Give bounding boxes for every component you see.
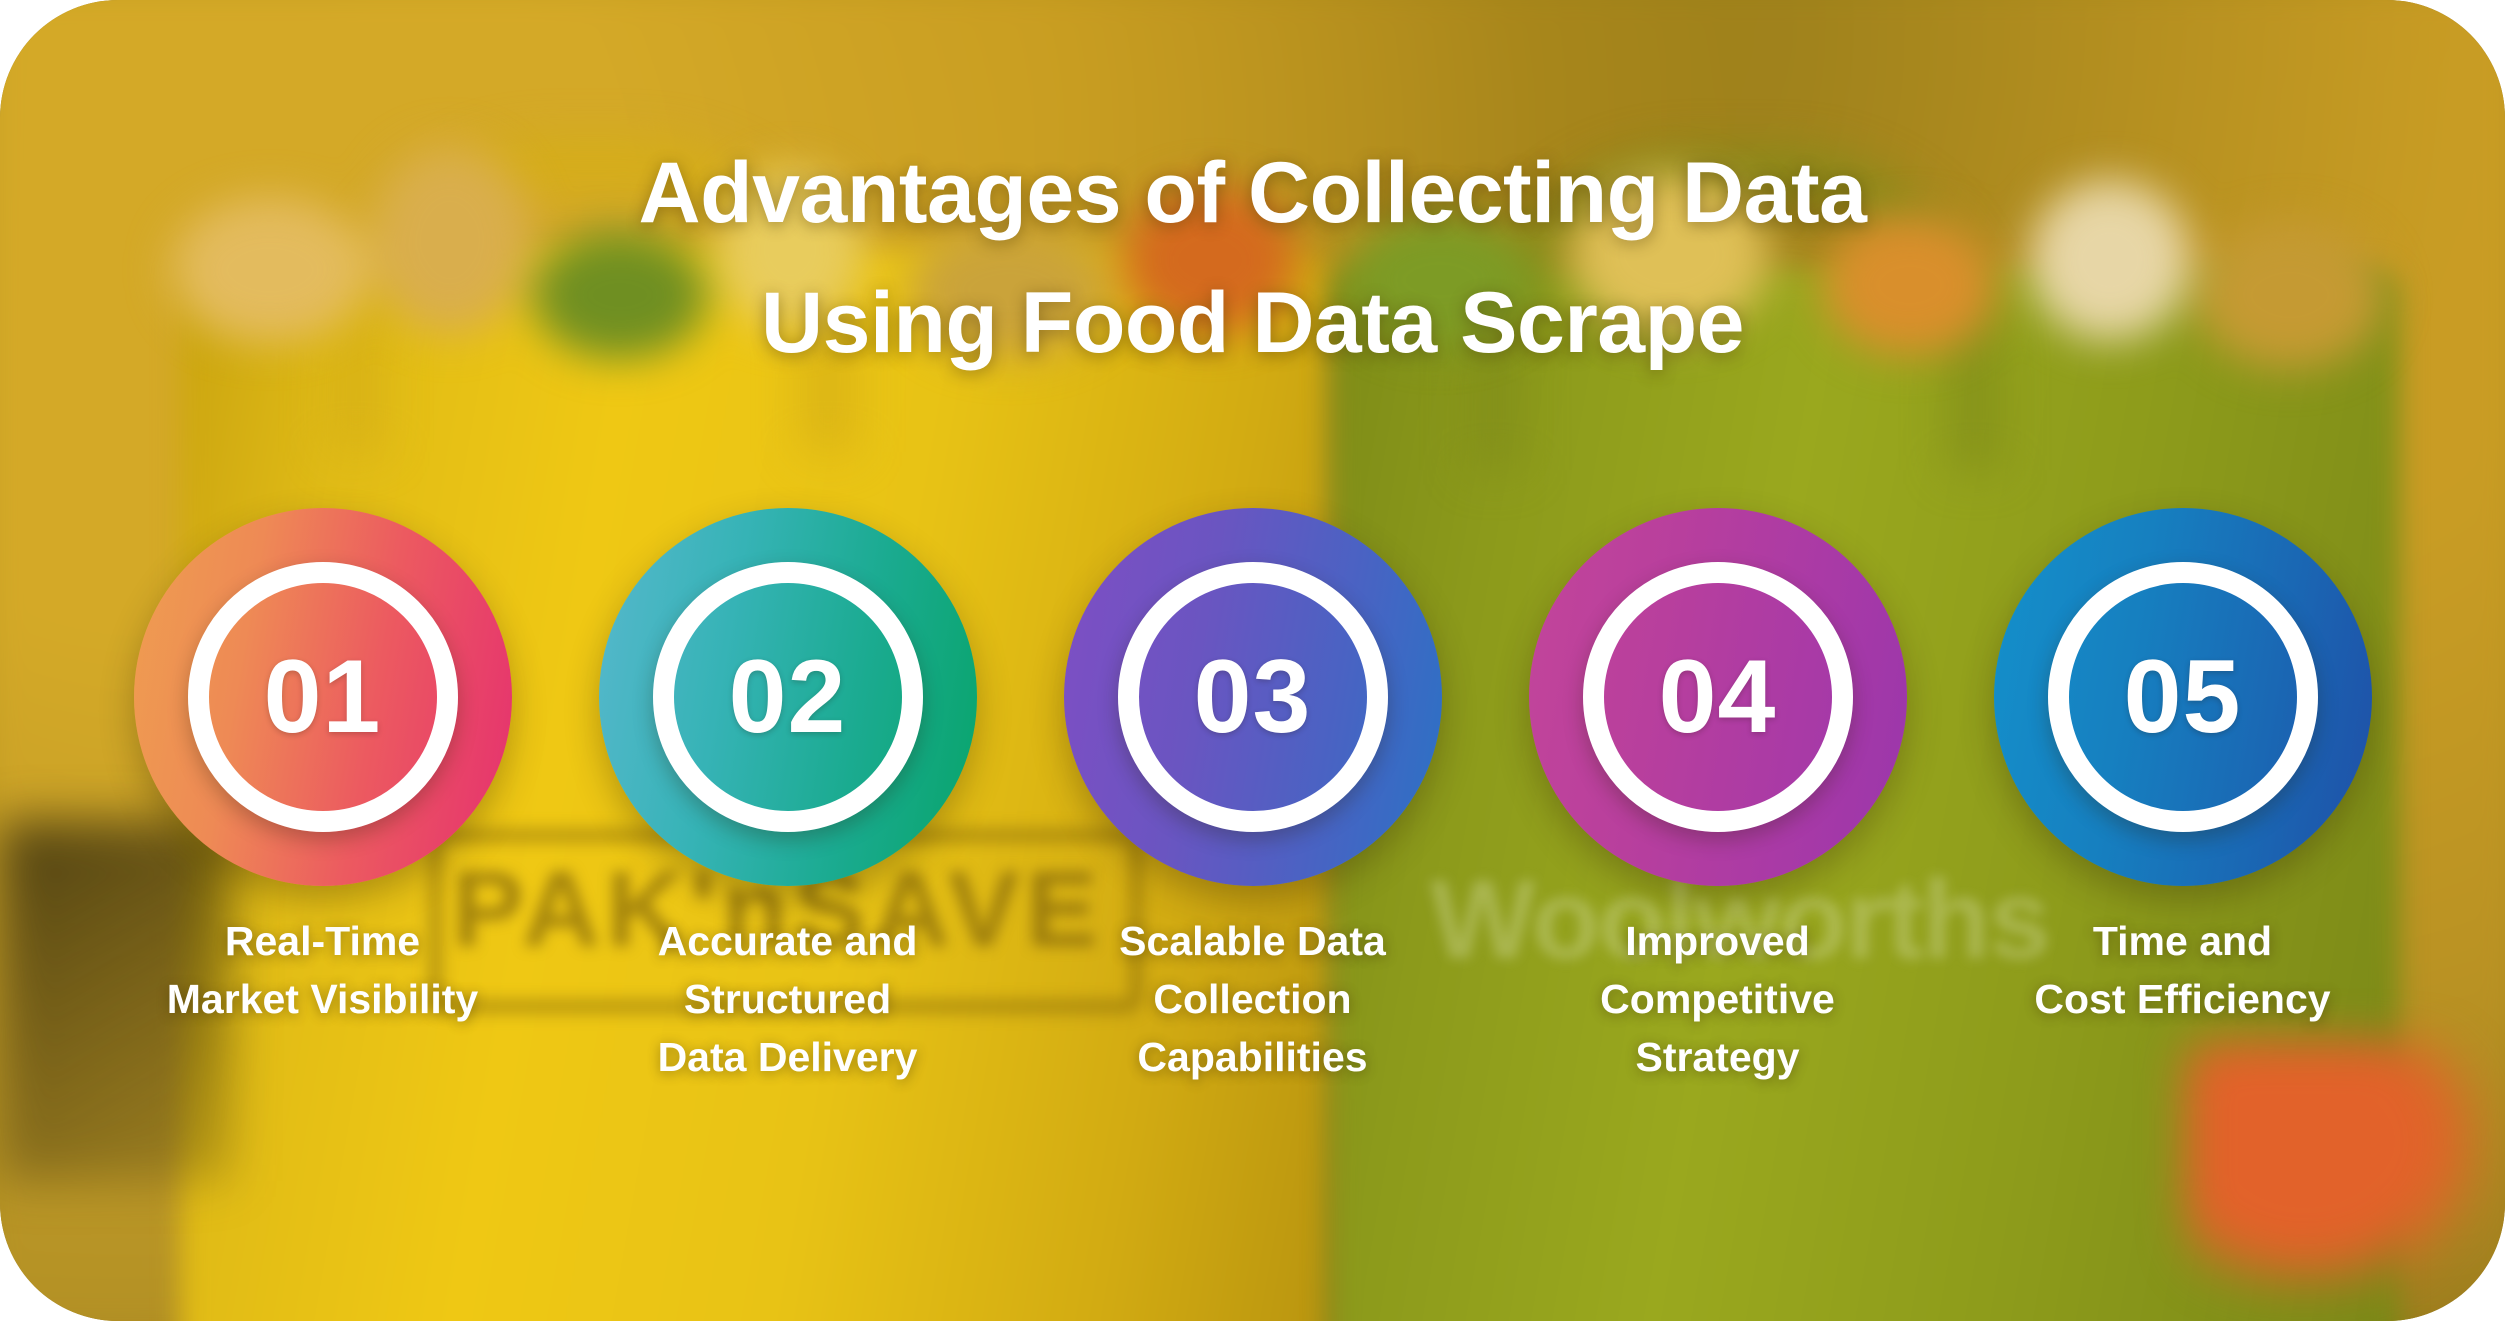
page-title-line-2: Using Food Data Scrape (761, 275, 1744, 371)
number-badge-02[interactable]: 02 (598, 508, 977, 886)
badge-number-label: 04 (1658, 639, 1777, 755)
background-produce (150, 120, 2400, 450)
advantage-card-03[interactable]: 03 Scalable Data Collection Capabilities (1050, 508, 1455, 1086)
number-badge-03[interactable]: 03 (1063, 508, 1442, 886)
page-title: Advantages of Collecting Data Using Food… (0, 128, 2505, 388)
advantage-card-row: 01 Real-Time Market Visibility 02 Accura… (120, 508, 2385, 1086)
page-title-line-1: Advantages of Collecting Data (638, 145, 1867, 241)
number-badge-01[interactable]: 01 (133, 508, 512, 886)
number-badge-04[interactable]: 04 (1528, 508, 1907, 886)
advantage-label-03: Scalable Data Collection Capabilities (1119, 918, 1386, 1080)
badge-number-label: 01 (263, 639, 382, 755)
background-tomato (2185, 1041, 2485, 1291)
number-badge-05[interactable]: 05 (1993, 508, 2372, 886)
background-checkout-counter (0, 821, 230, 1181)
advantage-label-05: Time and Cost Efficiency (2034, 918, 2331, 1022)
advantage-label-02: Accurate and Structured Data Delivery (657, 918, 918, 1080)
badge-number-label: 02 (728, 639, 847, 755)
advantage-card-01[interactable]: 01 Real-Time Market Visibility (120, 508, 525, 1028)
badge-number-label: 03 (1193, 639, 1312, 755)
advantage-label-01: Real-Time Market Visibility (166, 918, 479, 1022)
advantage-card-02[interactable]: 02 Accurate and Structured Data Delivery (585, 508, 990, 1086)
advantage-card-04[interactable]: 04 Improved Competitive Strategy (1515, 508, 1920, 1086)
advantage-card-05[interactable]: 05 Time and Cost Efficiency (1980, 508, 2385, 1028)
badge-number-label: 05 (2123, 639, 2242, 755)
advantage-label-04: Improved Competitive Strategy (1600, 918, 1835, 1080)
